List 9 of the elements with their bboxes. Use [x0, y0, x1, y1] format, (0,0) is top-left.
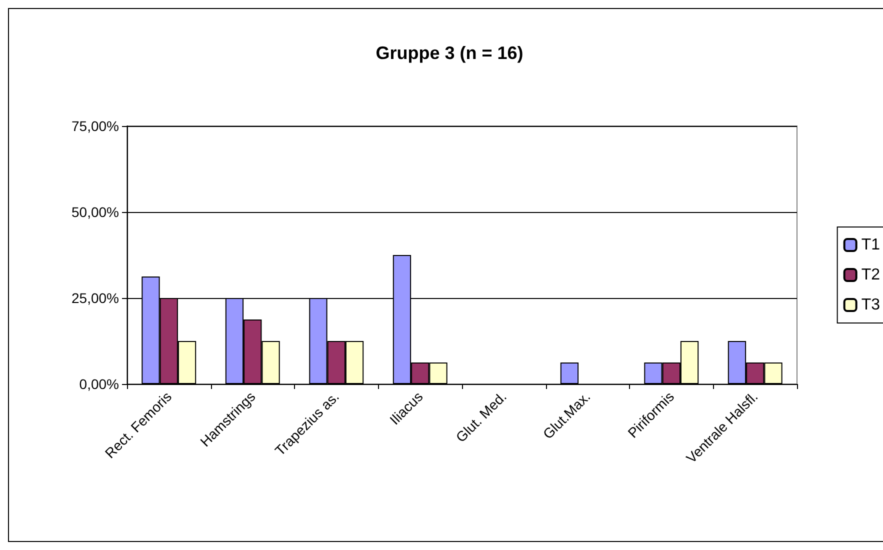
legend-label: T2: [861, 266, 880, 284]
y-tick-label: 25,00%: [72, 290, 119, 306]
legend-label: T3: [861, 296, 880, 314]
chart-title: Gruppe 3 (n = 16): [376, 43, 524, 63]
legend-label: T1: [861, 236, 880, 254]
bar: [560, 362, 579, 384]
y-tick-label: 50,00%: [72, 204, 119, 220]
y-tick-label: 75,00%: [72, 118, 119, 134]
y-tick-label: 0,00%: [79, 376, 119, 392]
